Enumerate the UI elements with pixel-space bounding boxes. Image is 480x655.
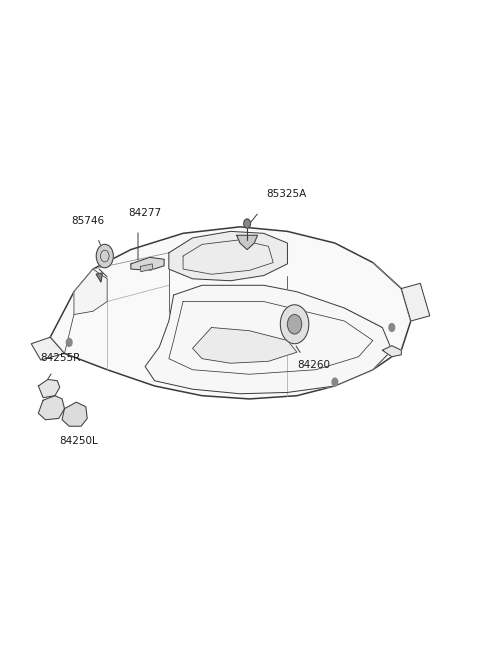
Polygon shape — [38, 379, 60, 398]
Polygon shape — [131, 257, 164, 271]
Text: 84260: 84260 — [297, 360, 330, 370]
Polygon shape — [401, 284, 430, 321]
Circle shape — [66, 339, 72, 346]
Polygon shape — [237, 235, 258, 250]
Text: 84255R: 84255R — [41, 353, 81, 364]
Polygon shape — [145, 286, 392, 394]
Circle shape — [244, 219, 251, 228]
Text: 84277: 84277 — [129, 208, 162, 218]
Circle shape — [280, 305, 309, 344]
Circle shape — [332, 378, 338, 386]
Polygon shape — [74, 269, 107, 314]
Text: 85325A: 85325A — [266, 189, 306, 199]
Circle shape — [288, 314, 301, 334]
Polygon shape — [62, 402, 87, 426]
Polygon shape — [38, 396, 64, 420]
Circle shape — [96, 244, 113, 268]
Text: 84250L: 84250L — [60, 436, 98, 446]
Polygon shape — [31, 337, 64, 360]
Polygon shape — [383, 346, 401, 357]
Circle shape — [389, 324, 395, 331]
Text: 85746: 85746 — [72, 216, 105, 226]
Polygon shape — [169, 231, 288, 281]
Polygon shape — [50, 227, 411, 399]
Polygon shape — [96, 273, 102, 282]
Polygon shape — [140, 264, 153, 272]
Polygon shape — [192, 328, 297, 364]
